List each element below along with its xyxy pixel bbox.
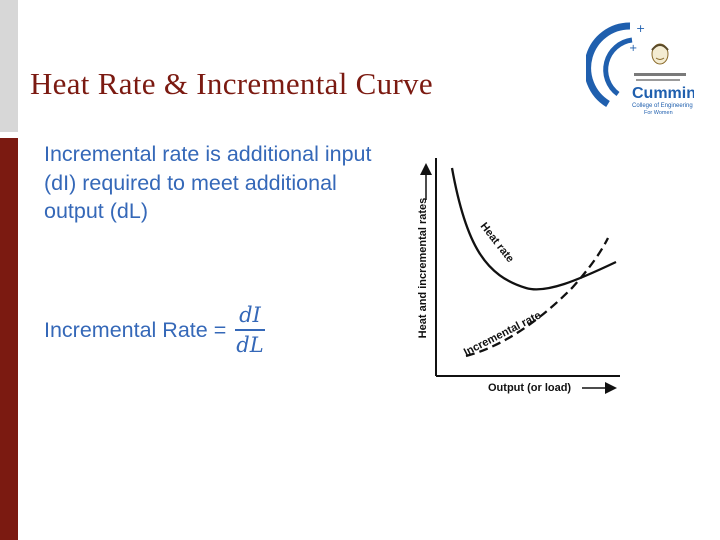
logo-plus-icon: + [629, 43, 637, 54]
logo-arc-inner-icon [603, 37, 633, 97]
formula-fraction: dI dL [234, 303, 265, 357]
logo-college: College of Engineering [632, 103, 693, 109]
logo-portrait-icon [651, 43, 669, 65]
formula-label: Incremental Rate [44, 317, 208, 342]
logo-plus-icon: + [636, 22, 645, 35]
incremental-rate-formula: Incremental Rate = dI dL [44, 300, 266, 360]
slide-title: Heat Rate & Incremental Curve [30, 66, 433, 101]
left-accent-band-top [0, 0, 18, 132]
x-axis-label: Output (or load) [488, 382, 571, 394]
left-accent-band [0, 138, 18, 540]
definition-text: Incremental rate is additional input (dI… [44, 142, 372, 223]
formula-equals: = [213, 317, 227, 342]
logo-subtitle: For Women [644, 110, 673, 116]
heat-rate-curve [450, 167, 617, 291]
y-axis-label: Heat and incremental rates [417, 198, 429, 339]
incremental-rate-label: Incremental rate [462, 309, 543, 358]
formula-numerator: dI [239, 303, 261, 327]
heat-rate-diagram: Heat and incremental rates Output (or lo… [417, 158, 620, 394]
fraction-bar [234, 329, 265, 331]
formula-denominator: dL [236, 333, 264, 357]
logo-arc-outer-icon [586, 22, 631, 107]
logo-name: Cummins [632, 85, 694, 102]
college-logo: + + Cummins College of Engineering For W… [586, 22, 694, 116]
incremental-rate-curve [465, 237, 610, 358]
